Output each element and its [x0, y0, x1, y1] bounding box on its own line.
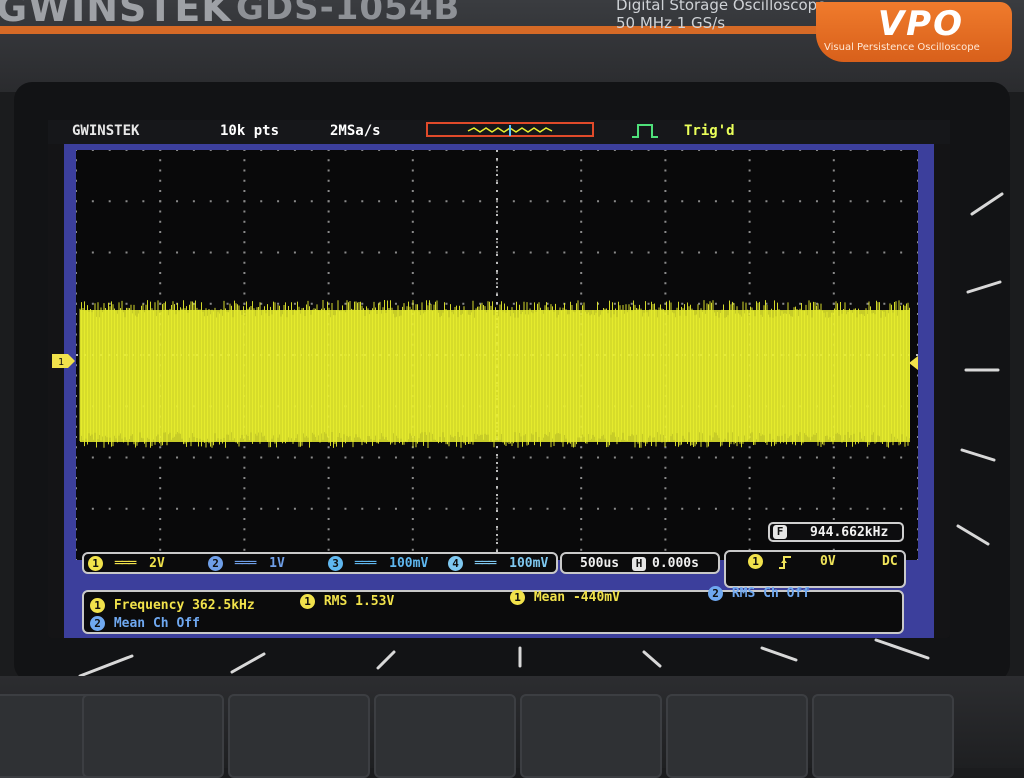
vpo-caption: Visual Persistence Oscilloscope	[824, 42, 980, 53]
device-description: Digital Storage Oscilloscope 50 MHz 1 GS…	[616, 0, 826, 32]
channel-scale-bar: 1 ═══ 2V 2 ═══ 1V 3 ═══ 100mV 4 ═══ 100m…	[82, 552, 558, 574]
softkey-3[interactable]	[228, 694, 370, 778]
channel-4-badge: 4	[448, 556, 463, 571]
accent-strip	[0, 26, 820, 34]
oscilloscope-screen: GWINSTEK 10k pts 2MSa/s Trig'd 1 F 944.6…	[48, 120, 950, 638]
horizontal-position-badge: H	[632, 557, 646, 571]
device-description-line1: Digital Storage Oscilloscope	[616, 0, 827, 14]
dc-coupling-icon: ═══	[114, 556, 137, 571]
measurement-frequency-text: Frequency 362.5kHz	[113, 598, 255, 613]
trigger-settings-box[interactable]: 1 0V DC	[724, 550, 906, 588]
measurement-source-badge: 1	[300, 594, 315, 609]
channel-3-badge: 3	[328, 556, 343, 571]
softkey-7[interactable]	[812, 694, 954, 778]
measurement-frequency[interactable]: 1 Frequency 362.5kHz	[90, 598, 255, 613]
dc-coupling-icon: ═══	[234, 556, 257, 571]
channel-4-scale[interactable]: 4 ═══ 100mV	[448, 556, 548, 571]
softkey-2[interactable]	[82, 694, 224, 778]
status-header: GWINSTEK 10k pts 2MSa/s Trig'd	[48, 120, 950, 144]
measurement-rms-text: RMS 1.53V	[323, 594, 395, 609]
graticule	[76, 150, 918, 560]
measurement-rms-ch2-text: RMS Ch Off	[731, 586, 811, 601]
memory-waveform-icon	[467, 125, 553, 136]
channel-1-badge: 1	[88, 556, 103, 571]
softkey-4[interactable]	[374, 694, 516, 778]
horizontal-position-icon: H	[632, 556, 646, 571]
trigger-source-badge: 1	[748, 554, 763, 569]
frequency-counter-icon: F	[773, 525, 787, 539]
memory-position-bar	[426, 122, 594, 137]
dc-coupling-icon: ═══	[474, 556, 497, 571]
frequency-counter-value: 944.662kHz	[810, 525, 889, 540]
ch1-waveform	[79, 300, 910, 448]
timebase-scale: 500us	[580, 556, 620, 571]
device-description-line2: 50 MHz 1 GS/s	[616, 14, 726, 32]
sample-rate: 2MSa/s	[330, 123, 381, 139]
channel-1-scale[interactable]: 1 ═══ 2V	[88, 556, 165, 571]
channel-4-volts-div: 100mV	[509, 556, 549, 571]
measurement-rms-ch2[interactable]: 2 RMS Ch Off	[708, 586, 810, 601]
rising-edge-icon	[779, 556, 791, 569]
measurement-source-badge: 2	[708, 586, 723, 601]
record-length: 10k pts	[220, 123, 280, 139]
channel-1-volts-div: 2V	[149, 556, 165, 571]
front-panel-header: GWINSTEK GDS-1054B Digital Storage Oscil…	[0, 0, 1024, 92]
softkey-row	[0, 676, 1024, 778]
measurement-mean-ch2[interactable]: 2 Mean Ch Off	[90, 616, 200, 631]
measurement-source-badge: 1	[90, 598, 105, 613]
channel-2-scale[interactable]: 2 ═══ 1V	[208, 556, 285, 571]
softkey-5[interactable]	[520, 694, 662, 778]
trigger-status: Trig'd	[684, 123, 735, 139]
trigger-type-icon	[632, 124, 658, 138]
measurement-rms[interactable]: 1 RMS 1.53V	[300, 594, 394, 609]
frequency-counter: F 944.662kHz	[768, 522, 904, 542]
trigger-coupling: DC	[882, 554, 898, 569]
screen-logo: GWINSTEK	[72, 123, 140, 139]
horizontal-position-value: 0.000s	[652, 556, 699, 571]
measurement-panel: 1 Frequency 362.5kHz 1 RMS 1.53V 1 Mean …	[82, 586, 904, 634]
ch1-ground-marker-label: 1	[58, 357, 64, 368]
softkey-6[interactable]	[666, 694, 808, 778]
channel-2-volts-div: 1V	[269, 556, 285, 571]
measurement-source-badge: 2	[90, 616, 105, 631]
ch1-ground-marker-icon[interactable]: 1	[52, 354, 76, 368]
dc-coupling-icon: ═══	[354, 556, 377, 571]
vpo-logo: VPO	[877, 4, 964, 44]
measurement-source-badge: 1	[510, 590, 525, 605]
trigger-level: 0V	[820, 554, 836, 569]
channel-3-scale[interactable]: 3 ═══ 100mV	[328, 556, 428, 571]
timebase-box[interactable]: 500us H 0.000s	[560, 552, 720, 574]
trigger-level-marker-icon[interactable]	[904, 356, 918, 370]
measurement-mean-text: Mean -440mV	[533, 590, 620, 605]
channel-3-volts-div: 100mV	[389, 556, 429, 571]
measurement-mean-ch2-text: Mean Ch Off	[113, 616, 200, 631]
channel-2-badge: 2	[208, 556, 223, 571]
brand-logo: GWINSTEK	[0, 0, 232, 30]
model-name: GDS-1054B	[236, 0, 461, 28]
vpo-badge: VPO Visual Persistence Oscilloscope	[816, 2, 1012, 62]
measurement-mean[interactable]: 1 Mean -440mV	[510, 590, 620, 605]
waveform-grid	[76, 150, 918, 560]
